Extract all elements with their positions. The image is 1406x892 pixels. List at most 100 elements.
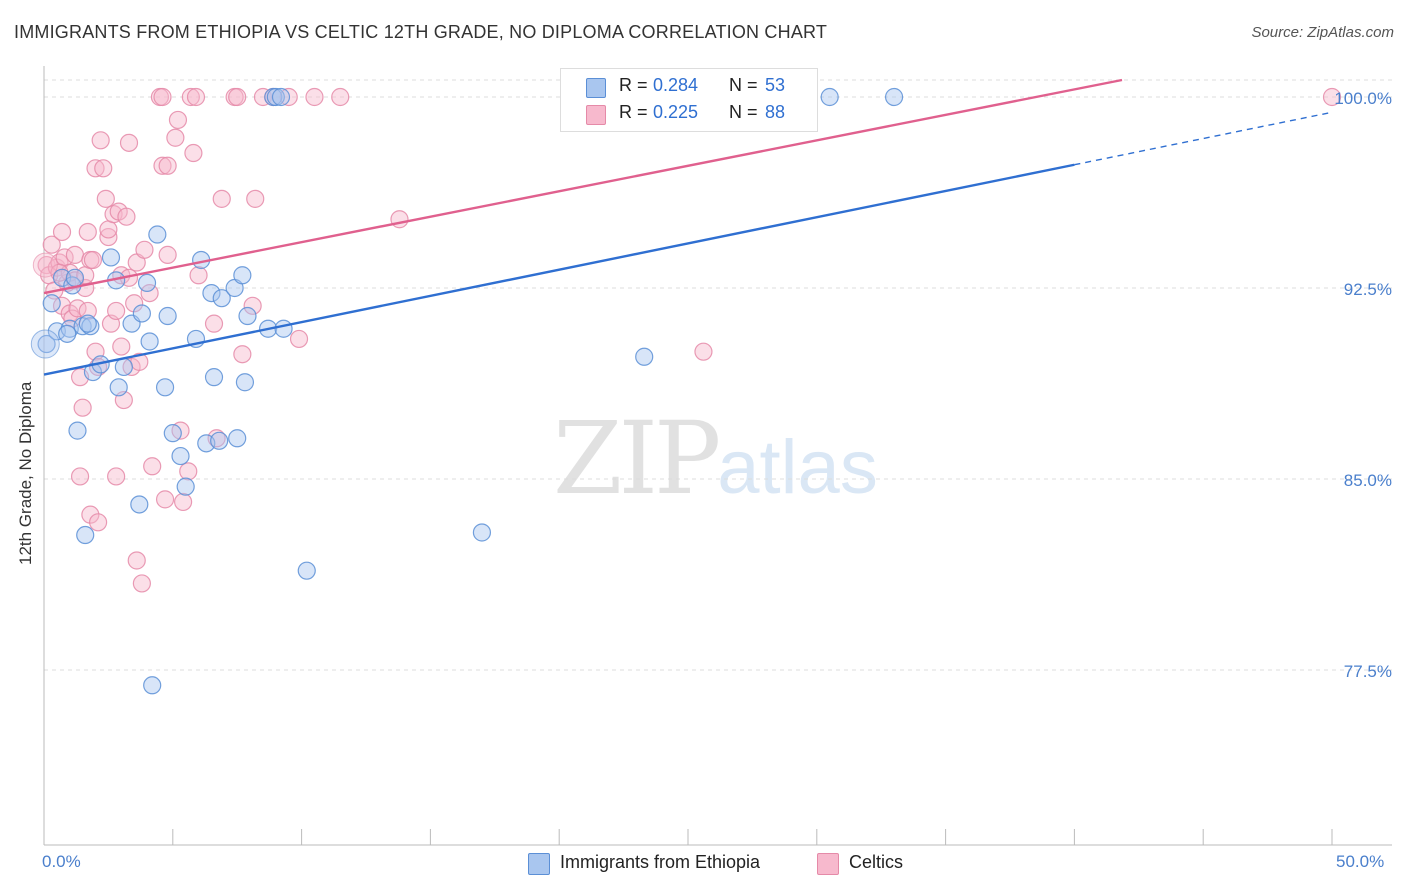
ethiopia-point <box>68 421 87 440</box>
watermark: ZIPatlas <box>553 400 878 517</box>
ethiopia-point <box>228 429 247 448</box>
ethiopia-points <box>30 87 904 695</box>
celtics-point <box>179 462 198 481</box>
celtics-point <box>117 207 136 226</box>
legend-label: Celtics <box>849 852 904 872</box>
celtics-point <box>119 133 139 152</box>
source-credit: Source: ZipAtlas.com <box>1251 24 1394 41</box>
celtics-point <box>143 457 162 476</box>
celtics-point <box>99 220 118 239</box>
ethiopia-point <box>635 347 654 366</box>
legend-n-value: 53 <box>765 75 786 95</box>
ethiopia-point <box>271 87 291 107</box>
ethiopia-point <box>52 268 72 287</box>
ethiopia-trend-line-extrapolated <box>1074 111 1333 166</box>
ethiopia-point <box>204 368 224 387</box>
ethiopia-point <box>81 317 100 336</box>
legend-swatch-pink <box>586 105 606 125</box>
ethiopia-point <box>297 561 316 580</box>
y-tick-label: 92.5% <box>1344 280 1392 299</box>
celtics-point <box>132 574 151 593</box>
ethiopia-point <box>233 266 252 285</box>
legend-swatch-pink <box>817 853 839 875</box>
celtics-point <box>135 240 154 259</box>
ethiopia-point <box>266 87 285 107</box>
celtics-point <box>1322 87 1342 107</box>
celtics-point-cluster <box>32 252 58 278</box>
celtics-point <box>52 222 72 242</box>
celtics-point <box>91 131 110 150</box>
celtics-point <box>331 87 350 107</box>
celtics-trend-line <box>43 78 1123 295</box>
y-tick-label: 77.5% <box>1344 662 1392 681</box>
celtics-point <box>99 227 118 247</box>
celtics-point <box>68 299 87 318</box>
celtics-point <box>155 490 175 509</box>
celtics-point <box>184 143 203 163</box>
celtics-point <box>207 429 226 448</box>
ethiopia-point <box>163 424 182 443</box>
watermark-atlas: atlas <box>717 425 878 510</box>
celtics-point <box>52 296 72 315</box>
x-tick-label-max: 50.0% <box>1336 852 1385 871</box>
watermark-zip: ZIP <box>553 400 721 517</box>
celtics-point <box>694 342 713 361</box>
celtics-point <box>253 87 273 107</box>
ethiopia-point <box>274 319 293 338</box>
celtics-point <box>107 301 126 321</box>
ethiopia-point <box>472 523 492 542</box>
ethiopia-point <box>212 289 231 308</box>
celtics-point <box>88 513 108 532</box>
ethiopia-point <box>148 225 167 244</box>
y-tick-labels: 77.5% 85.0% 92.5% 100.0% <box>1334 89 1392 681</box>
celtics-point <box>125 294 144 313</box>
celtics-point <box>189 266 208 285</box>
legend-r-key: R = <box>619 102 648 122</box>
ethiopia-point <box>109 378 128 397</box>
ethiopia-point <box>155 378 175 397</box>
ethiopia-point <box>37 334 56 354</box>
ethiopia-point <box>140 332 159 351</box>
y-axis-title-wrap: 12th Grade, No Diploma <box>16 0 38 892</box>
ethiopia-point <box>171 446 190 466</box>
ethiopia-trend-line <box>43 163 1075 376</box>
celtics-point <box>181 87 200 107</box>
x-tick-label-min: 0.0% <box>42 852 81 871</box>
celtics-point <box>112 337 131 356</box>
ethiopia-point-cluster <box>30 329 60 359</box>
ethiopia-point <box>202 283 221 303</box>
legend-n-key: N = <box>729 102 758 122</box>
celtics-point <box>153 156 172 175</box>
celtics-point <box>127 551 146 570</box>
celtics-point <box>158 156 177 175</box>
ethiopia-point <box>210 431 229 450</box>
legend-swatch-blue <box>528 853 550 875</box>
celtics-point <box>107 467 126 486</box>
ethiopia-point <box>78 314 97 333</box>
ethiopia-point <box>101 248 121 267</box>
ethiopia-point <box>65 268 85 287</box>
celtics-point <box>186 87 206 107</box>
celtics-point <box>73 398 92 417</box>
y-axis-title: 12th Grade, No Diploma <box>16 381 35 565</box>
ethiopia-point <box>137 273 157 293</box>
celtics-point <box>168 110 188 130</box>
ethiopia-point <box>130 495 149 514</box>
legend-r-key: R = <box>619 75 648 95</box>
ethiopia-point <box>114 357 133 377</box>
celtics-point <box>83 250 103 270</box>
ethiopia-point <box>884 87 904 107</box>
ethiopia-point <box>76 525 95 545</box>
celtics-point <box>279 87 298 107</box>
ethiopia-point <box>176 477 195 496</box>
ethiopia-point <box>42 294 61 313</box>
ethiopia-point <box>132 304 151 323</box>
trend-lines <box>43 78 1333 376</box>
celtics-point <box>94 159 113 178</box>
correlation-legend: R = 0.284 N = 53 R = 0.225 N = 88 <box>560 68 818 132</box>
legend-r-value: 0.225 <box>653 102 699 122</box>
ethiopia-point <box>158 306 177 326</box>
legend-swatch-blue <box>586 78 606 98</box>
celtics-point <box>166 128 185 147</box>
